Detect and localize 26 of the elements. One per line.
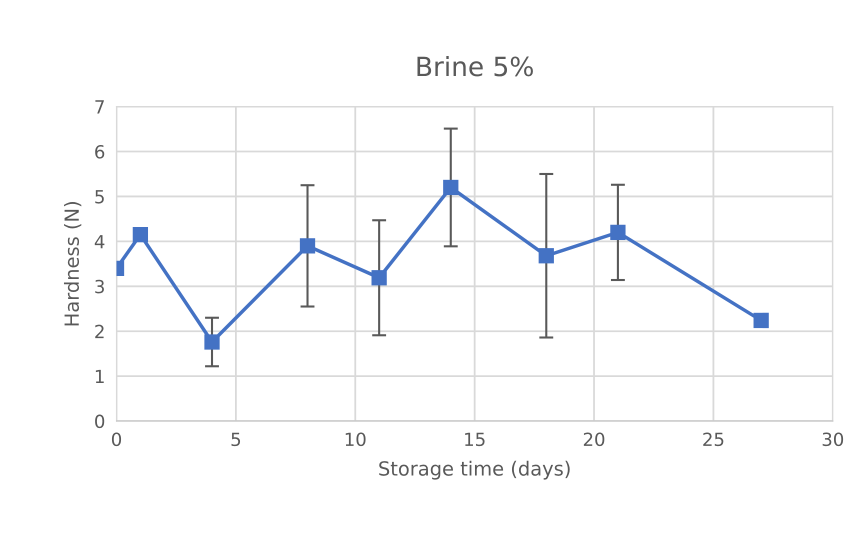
point: [204, 334, 220, 350]
x-tick-label: 0: [112, 432, 122, 446]
y-tick-label: 7: [95, 100, 104, 114]
point: [372, 270, 387, 286]
x-tick-label: 15: [465, 432, 485, 446]
x-tick-label: 20: [584, 432, 604, 446]
y-axis-title: Hardness (N): [64, 202, 82, 326]
y-tick-label: 0: [95, 414, 104, 428]
x-tick-label: 5: [232, 432, 240, 446]
y-tick-label: 4: [94, 235, 104, 248]
x-tick-label: 10: [346, 432, 366, 446]
y-tick-label: 1: [96, 370, 104, 384]
point: [754, 312, 769, 328]
y-tick-label: 3: [95, 280, 104, 294]
point: [443, 180, 458, 196]
x-tick-label: 25: [703, 432, 724, 446]
x-tick-label: 30: [822, 432, 844, 446]
x-axis-title: Storage time (days): [379, 460, 570, 480]
y-tick-label: 6: [95, 144, 104, 159]
point: [538, 248, 554, 264]
point: [300, 238, 316, 254]
point: [132, 226, 148, 242]
y-tick-label: 2: [95, 324, 104, 338]
y-tick-label: 5: [95, 190, 104, 204]
point: [610, 224, 626, 240]
chart-title: Brine 5%: [417, 56, 533, 76]
